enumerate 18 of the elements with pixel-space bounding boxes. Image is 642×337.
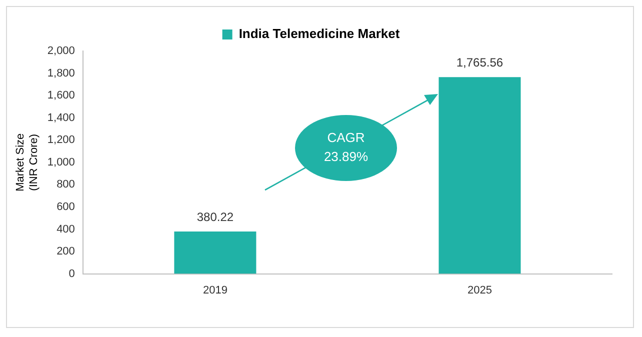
y-tick-label: 600 bbox=[56, 200, 75, 213]
y-tick-label: 0 bbox=[68, 268, 75, 280]
y-tick-label: 1,600 bbox=[47, 90, 75, 102]
x-tick-label: 2019 bbox=[202, 284, 228, 296]
y-tick-label: 2,000 bbox=[47, 45, 75, 58]
y-tick-label: 800 bbox=[56, 178, 75, 191]
annotation: CAGR 23.89% bbox=[322, 129, 370, 166]
data-label: 1,765.56 bbox=[456, 55, 504, 70]
y-tick-label: 200 bbox=[56, 246, 75, 258]
y-tick-label: 400 bbox=[56, 223, 75, 236]
y-axis-title: Market Size (INR Crore) bbox=[14, 133, 40, 192]
y-tick-label: 1,800 bbox=[47, 67, 75, 80]
y-tick-label: 1,000 bbox=[47, 156, 75, 168]
y-tick-label: 1,200 bbox=[47, 134, 75, 146]
x-tick-label: 2025 bbox=[467, 284, 492, 296]
legend-label: India Telemedicine Market bbox=[238, 26, 400, 42]
data-label: 380.22 bbox=[196, 210, 234, 224]
y-tick-label: 1,400 bbox=[47, 112, 75, 124]
